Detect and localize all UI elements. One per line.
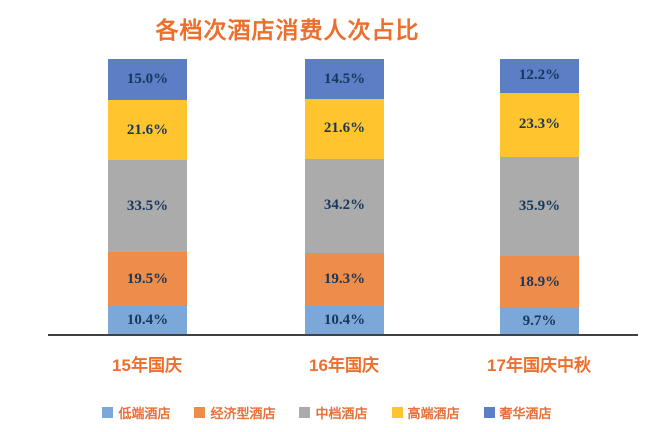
bar-segment: 35.9% (500, 157, 579, 257)
bar-segment: 15.0% (108, 59, 187, 101)
legend-item: 高端酒店 (391, 403, 460, 422)
legend-item: 低端酒店 (102, 403, 170, 422)
bar-segment: 9.7% (500, 308, 579, 335)
stacked-bar: 14.5% 21.6% 34.2% 19.3% 10.4% (305, 59, 384, 335)
bar-segment: 18.9% (500, 256, 579, 309)
data-label: 10.4% (323, 312, 366, 329)
legend-item: 经济型酒店 (194, 403, 275, 422)
data-label: 14.5% (323, 70, 366, 87)
category-label: 17年国庆中秋 (487, 356, 591, 375)
legend-swatch-icon (102, 407, 114, 418)
data-label: 9.7% (522, 313, 557, 330)
bar-segment: 10.4% (108, 306, 187, 335)
legend-swatch-icon (483, 407, 495, 418)
legend-item: 奢华酒店 (483, 403, 552, 422)
data-label: 10.4% (126, 312, 169, 329)
bar-segment: 14.5% (305, 59, 384, 100)
bar-segment: 33.5% (108, 160, 187, 253)
legend: 低端酒店 经济型酒店 中档酒店 高端酒店 奢华酒店 (0, 403, 654, 422)
legend-label: 经济型酒店 (210, 406, 276, 421)
legend-swatch-icon (194, 407, 206, 418)
data-label: 23.3% (518, 116, 561, 133)
data-label: 19.5% (126, 270, 169, 287)
legend-swatch-icon (299, 407, 311, 418)
bar-segment: 19.3% (305, 253, 384, 307)
legend-item: 中档酒店 (299, 403, 368, 422)
data-label: 34.2% (323, 197, 366, 214)
bar-segment: 23.3% (500, 92, 579, 157)
data-label: 33.5% (126, 197, 169, 214)
stacked-bar: 12.2% 23.3% 35.9% 18.9% 9.7% (500, 59, 579, 335)
bar-segment: 12.2% (500, 59, 579, 93)
data-label: 12.2% (518, 67, 561, 84)
data-label: 18.9% (518, 273, 561, 290)
bar-segment: 21.6% (305, 99, 384, 159)
legend-label: 奢华酒店 (499, 406, 552, 421)
data-label: 15.0% (126, 71, 169, 88)
bar-segment: 34.2% (305, 158, 384, 254)
legend-label: 高端酒店 (407, 406, 460, 421)
legend-label: 低端酒店 (118, 406, 171, 421)
category-label: 16年国庆 (309, 356, 379, 375)
bar-segment: 10.4% (305, 306, 384, 335)
stacked-bar: 15.0% 21.6% 33.5% 19.5% 10.4% (108, 59, 187, 335)
chart-title: 各档次酒店消费人次占比 (155, 17, 420, 43)
x-axis-line (48, 334, 638, 336)
legend-swatch-icon (391, 407, 403, 418)
bar-segment: 21.6% (108, 100, 187, 161)
category-label: 15年国庆 (112, 356, 182, 375)
data-label: 35.9% (518, 198, 561, 215)
data-label: 19.3% (323, 271, 366, 288)
bar-segment: 19.5% (108, 252, 187, 307)
data-label: 21.6% (126, 121, 169, 138)
legend-label: 中档酒店 (315, 406, 368, 421)
data-label: 21.6% (323, 120, 366, 137)
